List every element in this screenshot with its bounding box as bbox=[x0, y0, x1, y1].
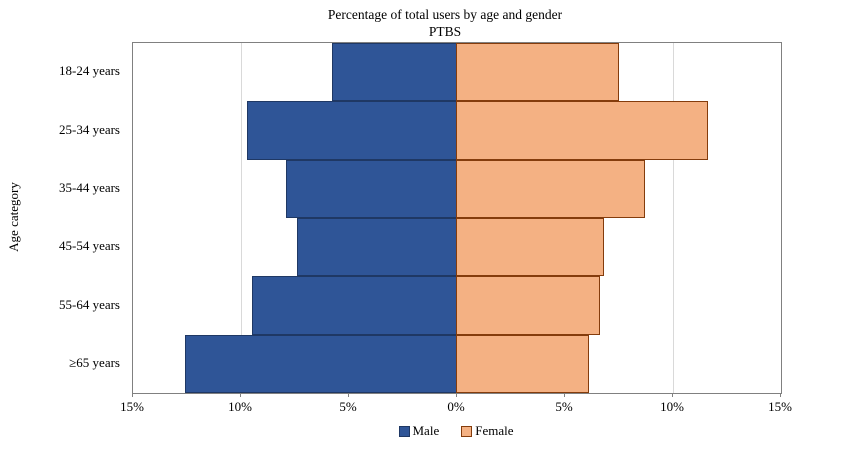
male-bar bbox=[331, 43, 457, 102]
category-label: 55-64 years bbox=[58, 296, 120, 312]
legend: Male Female bbox=[132, 423, 780, 439]
male-bar bbox=[184, 334, 457, 393]
legend-item-female: Female bbox=[461, 423, 513, 439]
legend-label-male: Male bbox=[412, 423, 440, 438]
category-label: 25-34 years bbox=[58, 121, 120, 137]
male-bar bbox=[247, 101, 457, 160]
category-label: ≥65 years bbox=[69, 354, 120, 370]
chart-subtitle: PTBS bbox=[428, 23, 462, 39]
x-tick-label: 5% bbox=[339, 399, 357, 414]
chart-title: Percentage of total users by age and gen… bbox=[327, 7, 563, 22]
female-bar bbox=[456, 276, 600, 335]
legend-item-male: Male bbox=[398, 423, 440, 439]
x-tick-label: 15% bbox=[120, 399, 144, 414]
female-bar bbox=[456, 101, 708, 160]
female-bar bbox=[456, 334, 589, 393]
x-tick-label: 5% bbox=[555, 399, 573, 414]
x-tick-mark bbox=[456, 393, 457, 397]
x-tick-mark bbox=[672, 393, 673, 397]
category-label: 18-24 years bbox=[58, 63, 120, 79]
chart-title-block: Percentage of total users by age and gen… bbox=[28, 7, 862, 41]
legend-label-female: Female bbox=[475, 423, 514, 438]
female-bar bbox=[456, 43, 619, 102]
female-bar bbox=[456, 159, 645, 218]
female-swatch-icon bbox=[461, 425, 473, 437]
x-tick-mark bbox=[348, 393, 349, 397]
x-tick-label: 10% bbox=[660, 399, 684, 414]
category-label: 45-54 years bbox=[58, 238, 120, 254]
gridline bbox=[672, 43, 674, 393]
x-tick-label: 10% bbox=[228, 399, 252, 414]
x-tick-mark bbox=[132, 393, 133, 397]
male-swatch-icon bbox=[398, 425, 410, 437]
x-tick-mark bbox=[564, 393, 565, 397]
x-tick-label: 15% bbox=[768, 399, 792, 414]
gridline bbox=[240, 43, 242, 393]
category-label: 35-44 years bbox=[58, 179, 120, 195]
x-tick-mark bbox=[780, 393, 781, 397]
x-tick-mark bbox=[240, 393, 241, 397]
x-tick-label: 0% bbox=[447, 399, 465, 414]
female-bar bbox=[456, 218, 604, 277]
plot-area bbox=[132, 42, 782, 394]
male-bar bbox=[251, 276, 457, 335]
male-bar bbox=[286, 159, 457, 218]
male-bar bbox=[297, 218, 457, 277]
